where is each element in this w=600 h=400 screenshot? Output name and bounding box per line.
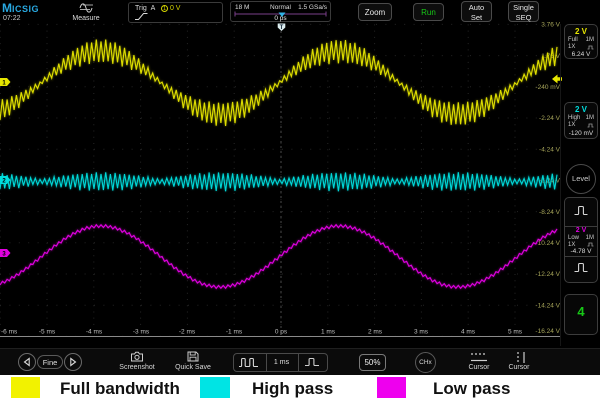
svg-text:3: 3 (2, 251, 6, 257)
svg-text:3 ms: 3 ms (414, 329, 429, 336)
svg-text:-6.24 V: -6.24 V (539, 178, 561, 185)
svg-text:-8.24 V: -8.24 V (539, 209, 561, 216)
svg-text:4 ms: 4 ms (461, 329, 476, 336)
svg-text:-5 ms: -5 ms (39, 329, 56, 336)
svg-text:2 ms: 2 ms (368, 329, 383, 336)
svg-text:3.76 V: 3.76 V (541, 22, 560, 29)
svg-text:-10.24 V: -10.24 V (535, 240, 560, 247)
svg-text:-16.24 V: -16.24 V (535, 328, 560, 335)
svg-text:-4.24 V: -4.24 V (539, 146, 561, 153)
svg-text:-4 ms: -4 ms (86, 329, 103, 336)
svg-text:-1 ms: -1 ms (226, 329, 243, 336)
svg-text:-240 mV: -240 mV (535, 84, 560, 91)
svg-text:-2.24 V: -2.24 V (539, 115, 561, 122)
svg-text:-3 ms: -3 ms (133, 329, 150, 336)
svg-text:1: 1 (2, 80, 6, 86)
svg-text:-2 ms: -2 ms (179, 329, 196, 336)
svg-text:5 ms: 5 ms (508, 329, 523, 336)
svg-text:-12.24 V: -12.24 V (535, 271, 560, 278)
svg-text:-6 ms: -6 ms (1, 329, 18, 336)
svg-text:-14.24 V: -14.24 V (535, 302, 560, 309)
svg-text:0 ps: 0 ps (275, 329, 288, 336)
svg-text:2: 2 (2, 178, 6, 184)
svg-text:T: T (280, 25, 284, 31)
svg-text:1 ms: 1 ms (321, 329, 336, 336)
